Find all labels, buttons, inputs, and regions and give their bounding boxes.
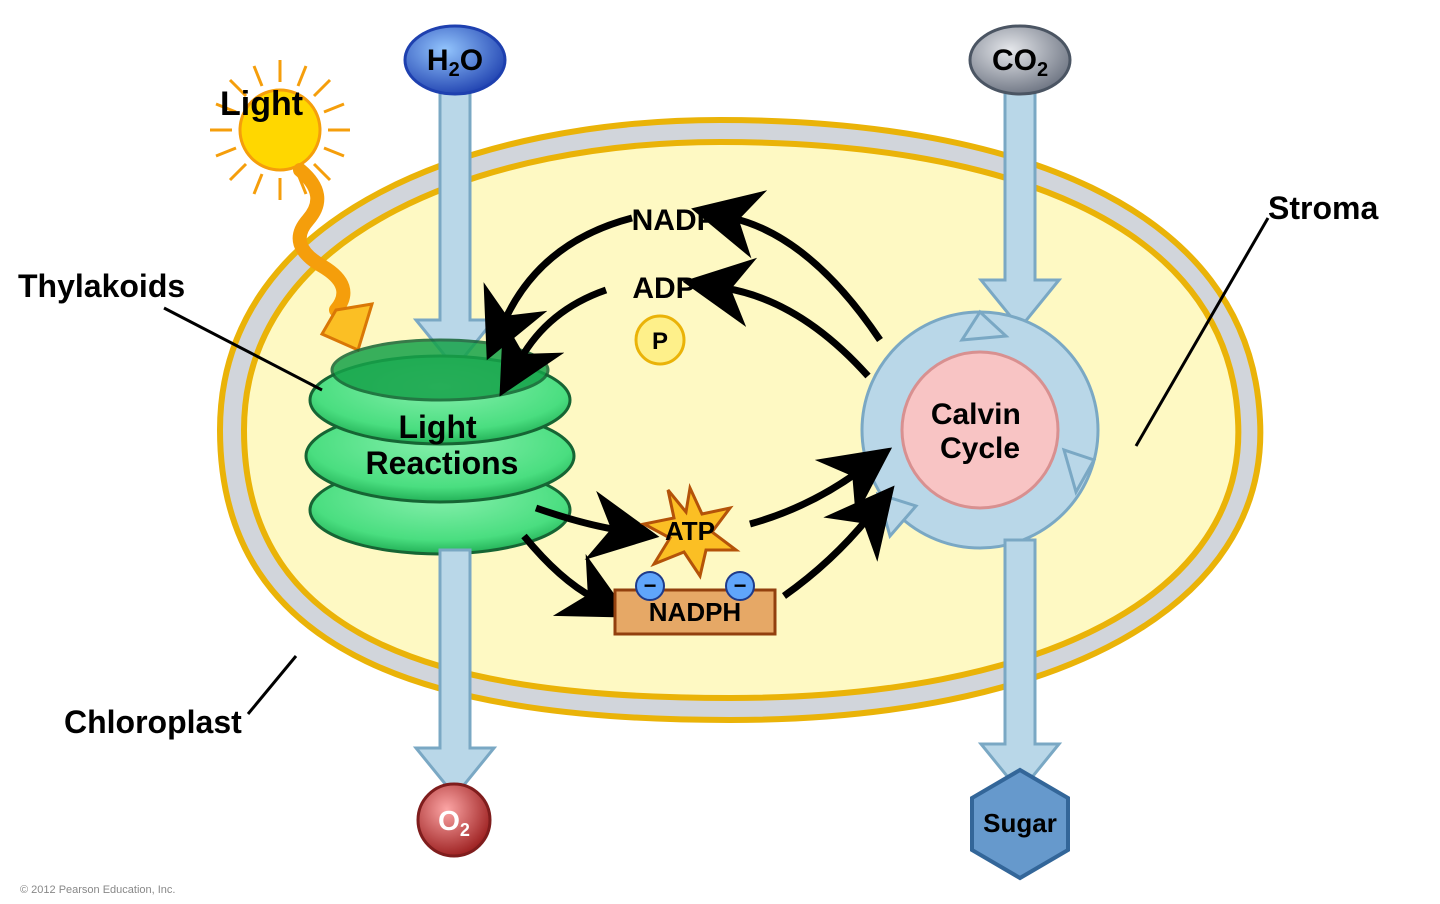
atp-label: ATP <box>665 516 715 546</box>
nadph-label: NADPH <box>649 597 741 627</box>
sugar-label: Sugar <box>983 808 1057 838</box>
chloroplast-lead-line <box>248 656 296 714</box>
copyright-text: © 2012 Pearson Education, Inc. <box>20 884 175 896</box>
stroma-label: Stroma <box>1268 190 1378 227</box>
calvin-cycle-label: Calvin Cycle <box>931 398 1029 465</box>
svg-text:−: − <box>644 573 657 598</box>
photosynthesis-diagram: H2O CO2 Light Reactions O2 Calvin Cycle … <box>0 0 1440 904</box>
phosphate-label: P <box>652 328 668 355</box>
chloroplast-label: Chloroplast <box>64 704 242 741</box>
sun-icon <box>210 60 350 200</box>
light-label: Light <box>220 85 303 124</box>
nadp-label: NADP+ <box>632 204 729 237</box>
thylakoids-label: Thylakoids <box>18 268 185 305</box>
svg-text:−: − <box>734 573 747 598</box>
adp-label: ADP <box>632 272 695 305</box>
